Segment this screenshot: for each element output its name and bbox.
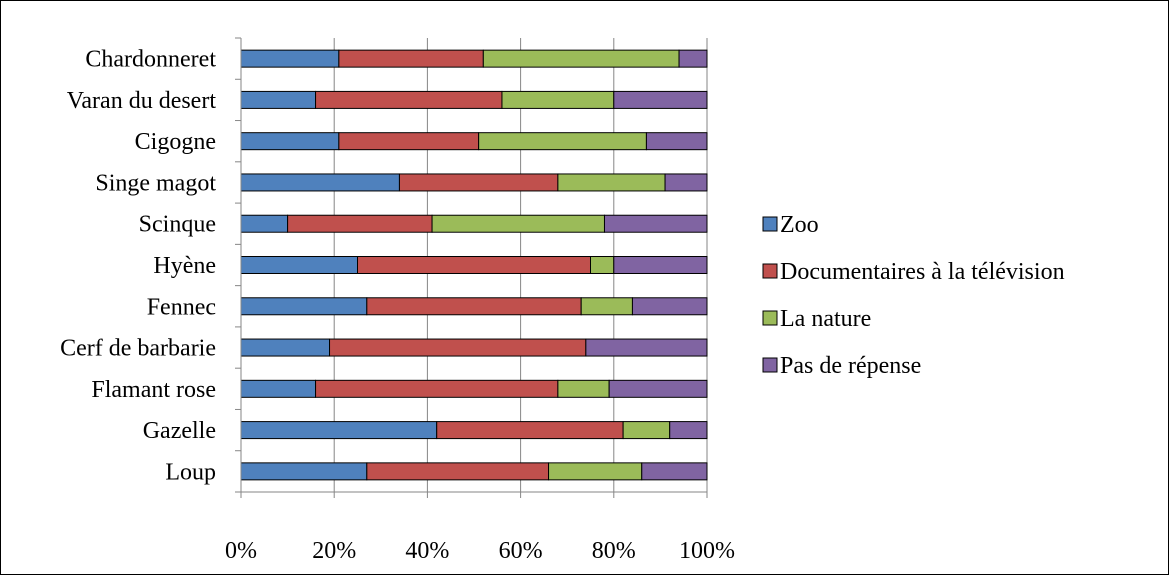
- bar-segment: [399, 174, 557, 191]
- legend-swatch: [763, 264, 777, 278]
- x-tick-label: 60%: [499, 538, 543, 564]
- bar-segment: [241, 339, 330, 356]
- legend-swatch: [763, 311, 777, 325]
- bars: [241, 50, 707, 480]
- bar-segment: [581, 298, 632, 315]
- bar-segment: [288, 215, 432, 232]
- category-label: Loup: [165, 459, 216, 485]
- bar-segment: [367, 298, 581, 315]
- category-label: Flamant rose: [91, 377, 216, 403]
- bar-segment: [437, 422, 623, 439]
- bar-segment: [241, 174, 399, 191]
- bar-segment: [367, 463, 549, 480]
- x-tick-labels: 0% 20% 40% 60% 80% 100%: [225, 538, 735, 564]
- bar-segment: [670, 422, 707, 439]
- x-tick-label: 0%: [225, 538, 257, 564]
- legend-label: La nature: [780, 306, 871, 332]
- category-labels: Chardonneret Varan du desert Cigogne Singe …: [60, 47, 216, 486]
- bar-segment: [241, 50, 339, 67]
- bar-segment: [502, 91, 614, 108]
- bar-segment: [558, 380, 609, 397]
- bar-segment: [316, 91, 502, 108]
- category-label: Cerf de barbarie: [60, 336, 216, 362]
- x-tick-label: 20%: [312, 538, 356, 564]
- category-label: Hyène: [153, 253, 216, 279]
- bar-segment: [241, 91, 316, 108]
- legend-label: Documentaires à la télévision: [780, 259, 1065, 285]
- bar-segment: [665, 174, 707, 191]
- bar-segment: [632, 298, 707, 315]
- bar-segment: [241, 298, 367, 315]
- bar-segment: [339, 50, 483, 67]
- category-label: Varan du desert: [67, 88, 217, 114]
- bar-segment: [241, 463, 367, 480]
- bar-segment: [241, 215, 288, 232]
- category-label: Fennec: [147, 294, 216, 320]
- bar-segment: [241, 133, 339, 150]
- legend-label: Zoo: [780, 212, 819, 238]
- legend-label: Pas de répense: [780, 353, 921, 379]
- bar-segment: [432, 215, 604, 232]
- legend-swatch: [763, 217, 777, 231]
- bar-segment: [241, 380, 316, 397]
- bar-segment: [591, 257, 614, 274]
- bar-segment: [241, 422, 437, 439]
- bar-segment: [339, 133, 479, 150]
- bar-segment: [623, 422, 670, 439]
- category-label: Gazelle: [143, 418, 216, 444]
- bar-segment: [614, 91, 707, 108]
- category-label: Chardonneret: [85, 47, 216, 73]
- bar-segment: [330, 339, 586, 356]
- category-label: Singe magot: [95, 170, 216, 196]
- legend: Zoo Documentaires à la télévision La natur…: [763, 212, 1065, 379]
- bar-segment: [479, 133, 647, 150]
- bar-segment: [549, 463, 642, 480]
- bar-segment: [642, 463, 707, 480]
- bar-segment: [604, 215, 707, 232]
- bar-segment: [614, 257, 707, 274]
- category-label: Scinque: [139, 212, 216, 238]
- x-tick-label: 80%: [592, 538, 636, 564]
- bar-segment: [483, 50, 679, 67]
- bar-segment: [646, 133, 707, 150]
- bar-segment: [679, 50, 707, 67]
- x-tick-label: 40%: [405, 538, 449, 564]
- bar-segment: [358, 257, 591, 274]
- bar-segment: [609, 380, 707, 397]
- category-label: Cigogne: [135, 129, 216, 155]
- legend-swatch: [763, 358, 777, 372]
- bar-segment: [241, 257, 358, 274]
- x-tick-label: 100%: [679, 538, 735, 564]
- bar-segment: [316, 380, 558, 397]
- bar-segment: [558, 174, 665, 191]
- bar-segment: [586, 339, 707, 356]
